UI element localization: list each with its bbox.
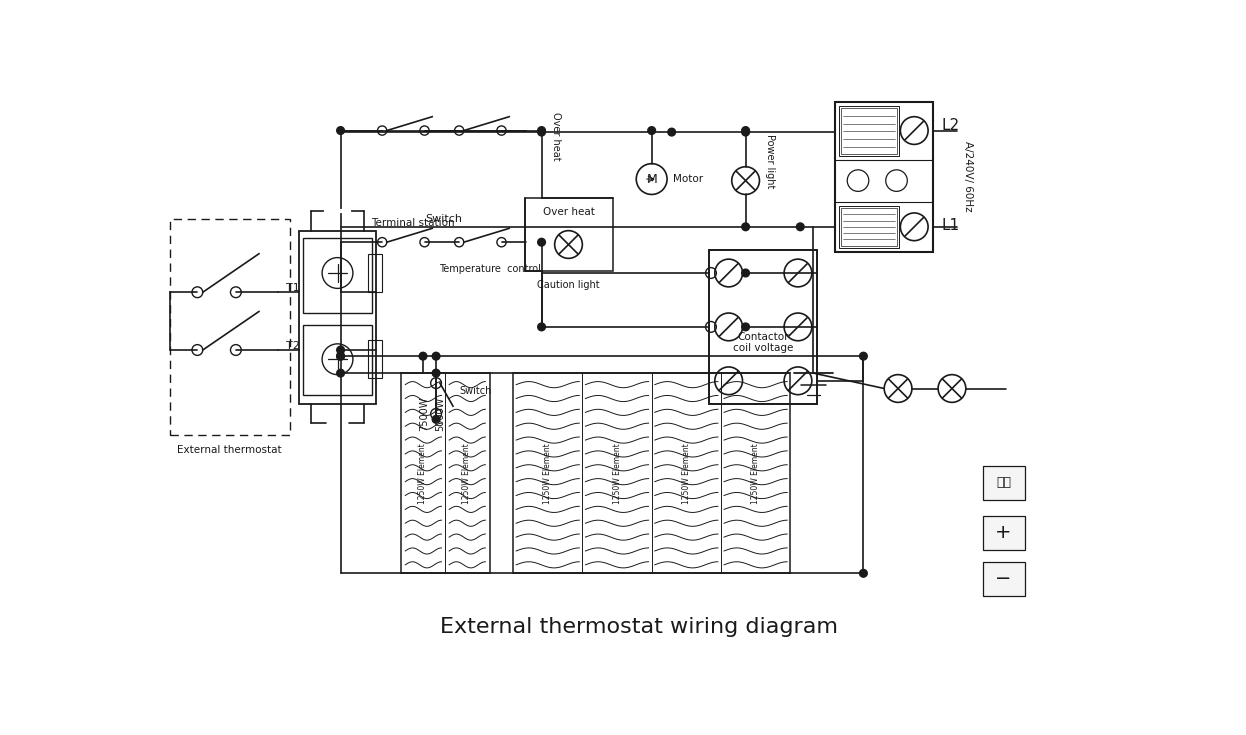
- Bar: [839, 206, 898, 248]
- Bar: [303, 238, 373, 313]
- Bar: [401, 373, 490, 573]
- Text: 7500W: 7500W: [420, 397, 430, 431]
- Text: 1250W Element: 1250W Element: [543, 442, 552, 503]
- Circle shape: [860, 570, 867, 577]
- Circle shape: [648, 126, 655, 135]
- Text: M: M: [647, 173, 657, 185]
- Text: Caution light: Caution light: [537, 280, 599, 290]
- Circle shape: [741, 126, 749, 135]
- Bar: [171, 219, 290, 434]
- Circle shape: [860, 352, 867, 360]
- Text: 1250W Element: 1250W Element: [682, 442, 690, 503]
- Text: 5000W: 5000W: [435, 397, 445, 431]
- Circle shape: [741, 323, 749, 331]
- Text: −: −: [996, 569, 1012, 588]
- Text: Contactor
coil voltage: Contactor coil voltage: [733, 331, 794, 353]
- Circle shape: [538, 323, 546, 331]
- Bar: [835, 102, 933, 252]
- Text: 1250W Element: 1250W Element: [751, 442, 760, 503]
- Text: 1250W Element: 1250W Element: [419, 442, 427, 503]
- Text: T1: T1: [285, 284, 300, 293]
- Circle shape: [336, 126, 344, 135]
- Bar: [369, 254, 383, 293]
- Bar: [839, 106, 898, 156]
- Bar: [525, 198, 613, 271]
- Circle shape: [419, 352, 427, 360]
- Text: L1: L1: [941, 218, 959, 233]
- Text: Switch: Switch: [425, 214, 462, 224]
- Text: +: +: [996, 523, 1012, 542]
- Text: Over heat: Over heat: [542, 207, 594, 217]
- Text: Temperature  control: Temperature control: [439, 264, 541, 274]
- Circle shape: [336, 352, 344, 360]
- Bar: [841, 108, 897, 154]
- Circle shape: [741, 269, 749, 277]
- Text: T2: T2: [285, 341, 300, 351]
- Text: External thermostat: External thermostat: [177, 445, 282, 455]
- Bar: [299, 231, 376, 404]
- Bar: [303, 325, 373, 395]
- Text: Switch: Switch: [460, 386, 491, 396]
- Text: Power light: Power light: [765, 135, 775, 189]
- Text: Motor: Motor: [673, 174, 703, 184]
- Circle shape: [432, 369, 440, 377]
- Circle shape: [668, 128, 675, 136]
- Circle shape: [432, 415, 440, 423]
- Text: Terminal station: Terminal station: [371, 218, 455, 228]
- Bar: [983, 515, 1025, 551]
- Circle shape: [336, 346, 344, 354]
- Text: ⭢⭣: ⭢⭣: [996, 476, 1011, 489]
- Circle shape: [432, 352, 440, 360]
- Bar: [841, 208, 897, 246]
- Bar: [983, 562, 1025, 596]
- Bar: [709, 250, 817, 404]
- Bar: [369, 340, 383, 379]
- Text: L2: L2: [941, 118, 959, 132]
- Text: Over heat: Over heat: [551, 112, 561, 161]
- Text: A/240V/ 60Hz: A/240V/ 60Hz: [963, 141, 973, 212]
- Circle shape: [538, 238, 546, 246]
- Circle shape: [796, 223, 804, 231]
- Text: 1250W Element: 1250W Element: [613, 442, 622, 503]
- Text: External thermostat wiring diagram: External thermostat wiring diagram: [440, 617, 837, 637]
- Text: 1250W Element: 1250W Element: [462, 442, 471, 503]
- Circle shape: [336, 369, 344, 377]
- Bar: [513, 373, 790, 573]
- Bar: [983, 465, 1025, 500]
- Circle shape: [741, 128, 749, 136]
- Circle shape: [741, 223, 749, 231]
- Circle shape: [336, 352, 344, 360]
- Circle shape: [538, 128, 546, 136]
- Circle shape: [538, 126, 546, 135]
